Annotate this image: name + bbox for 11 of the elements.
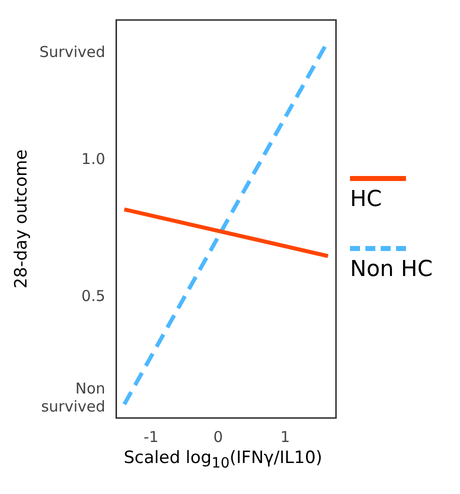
y-tick-label: Survived [39, 42, 106, 61]
legend-label: HC [350, 187, 383, 212]
x-tick-label: 1 [280, 428, 290, 446]
x-tick-label: -1 [144, 428, 159, 446]
y-axis-title: 28-day outcome [12, 149, 32, 289]
y-tick-label: 0.5 [81, 287, 106, 306]
y-tick-label: Non survived [41, 380, 106, 416]
legend-label: Non HC [350, 257, 433, 282]
x-tick-label: 0 [213, 428, 223, 446]
x-axis-title: Scaled log$_{10}$(IFNγ/IL10) [122, 448, 324, 472]
y-tick-label: 1.0 [81, 150, 106, 168]
